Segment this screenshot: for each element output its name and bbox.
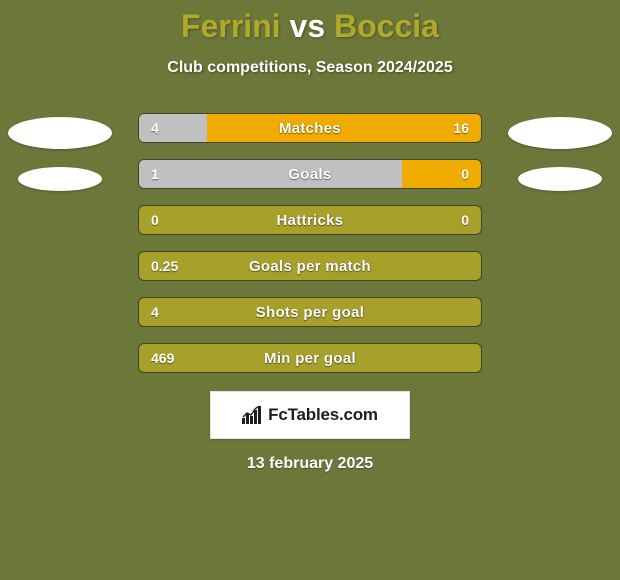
stat-value-player1: 469	[139, 344, 186, 372]
site-logo-text: FcTables.com	[268, 405, 378, 425]
player2-club-placeholder	[518, 167, 602, 191]
stat-value-player1: 1	[139, 160, 171, 188]
player1-avatar-group	[0, 113, 120, 191]
bar-chart-icon	[242, 406, 262, 424]
stat-row: Shots per goal4	[138, 297, 482, 327]
player2-avatar-group	[500, 113, 620, 191]
title-player2: Boccia	[334, 8, 439, 44]
stat-value-player2	[457, 252, 481, 280]
stats-section: Matches416Goals10Hattricks00Goals per ma…	[0, 113, 620, 373]
stat-value-player1: 0	[139, 206, 171, 234]
title-player1: Ferrini	[181, 8, 281, 44]
site-logo[interactable]: FcTables.com	[210, 391, 410, 439]
generated-date: 13 february 2025	[0, 455, 620, 473]
stat-value-player1: 4	[139, 298, 171, 326]
stat-value-player2: 16	[441, 114, 481, 142]
stat-row: Matches4 16	[138, 113, 482, 143]
player1-avatar-placeholder	[8, 117, 112, 149]
stat-row: Goals per match0.25	[138, 251, 482, 281]
stat-value-player2: 0	[449, 206, 481, 234]
stat-value-player1: 0.25	[139, 252, 190, 280]
stat-value-player1: 4	[139, 114, 171, 142]
stat-value-player2	[457, 298, 481, 326]
player2-avatar-placeholder	[508, 117, 612, 149]
stat-label: Hattricks	[139, 206, 481, 234]
stat-label: Matches	[139, 114, 481, 142]
stat-row: Hattricks0 0	[138, 205, 482, 235]
stat-label: Min per goal	[139, 344, 481, 372]
stat-label: Shots per goal	[139, 298, 481, 326]
stat-label: Goals	[139, 160, 481, 188]
subtitle: Club competitions, Season 2024/2025	[0, 59, 620, 77]
title-vs: vs	[290, 8, 326, 44]
comparison-card: Ferrini vs Boccia Club competitions, Sea…	[0, 0, 620, 580]
stat-value-player2: 0	[449, 160, 481, 188]
stat-row: Min per goal469	[138, 343, 482, 373]
stat-row: Goals1 0	[138, 159, 482, 189]
stat-label: Goals per match	[139, 252, 481, 280]
stat-value-player2	[457, 344, 481, 372]
player1-club-placeholder	[18, 167, 102, 191]
page-title: Ferrini vs Boccia	[0, 0, 620, 45]
